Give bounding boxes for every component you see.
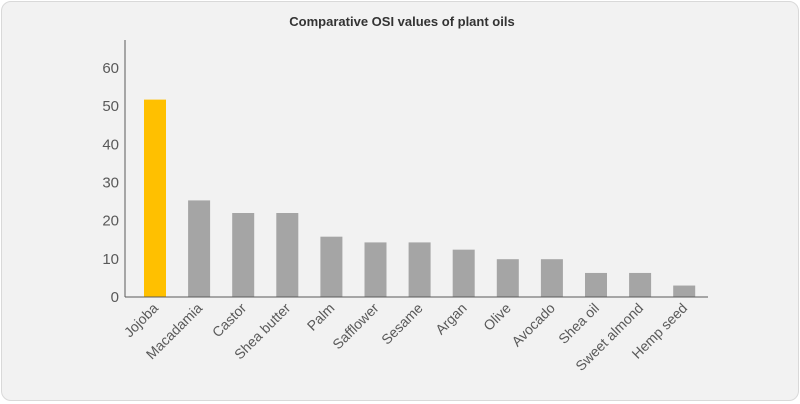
y-tick-label: 30 xyxy=(102,174,119,191)
y-tick-label: 40 xyxy=(102,136,119,153)
y-axis-ticks: 0 10 20 30 40 50 60 xyxy=(102,60,119,306)
bar xyxy=(496,259,519,297)
bar xyxy=(629,272,652,297)
x-tick-label: Argan xyxy=(432,300,470,338)
bar xyxy=(364,242,387,297)
bar xyxy=(276,213,299,297)
x-tick-label: Palm xyxy=(304,300,338,334)
bar xyxy=(188,200,211,297)
bar xyxy=(452,249,475,297)
x-tick-label: Jojoba xyxy=(121,300,162,341)
bar xyxy=(232,213,255,297)
y-tick-label: 10 xyxy=(102,251,119,268)
bar xyxy=(540,259,563,297)
y-tick-label: 0 xyxy=(111,289,119,306)
bars xyxy=(144,99,696,297)
y-tick-label: 60 xyxy=(102,60,119,77)
y-tick-label: 50 xyxy=(102,98,119,115)
x-tick-label: Avocado xyxy=(508,300,558,350)
x-tick-label: Safflower xyxy=(329,300,382,353)
bar xyxy=(408,242,431,297)
bar xyxy=(673,285,696,297)
bar xyxy=(144,99,166,297)
x-tick-label: Castor xyxy=(209,300,250,341)
bar xyxy=(320,236,343,297)
bar xyxy=(585,272,607,297)
x-tick-label: Sesame xyxy=(378,300,426,348)
y-tick-label: 20 xyxy=(102,213,119,230)
chart-title: Comparative OSI values of plant oils xyxy=(289,14,514,29)
x-tick-label: Olive xyxy=(480,300,514,334)
